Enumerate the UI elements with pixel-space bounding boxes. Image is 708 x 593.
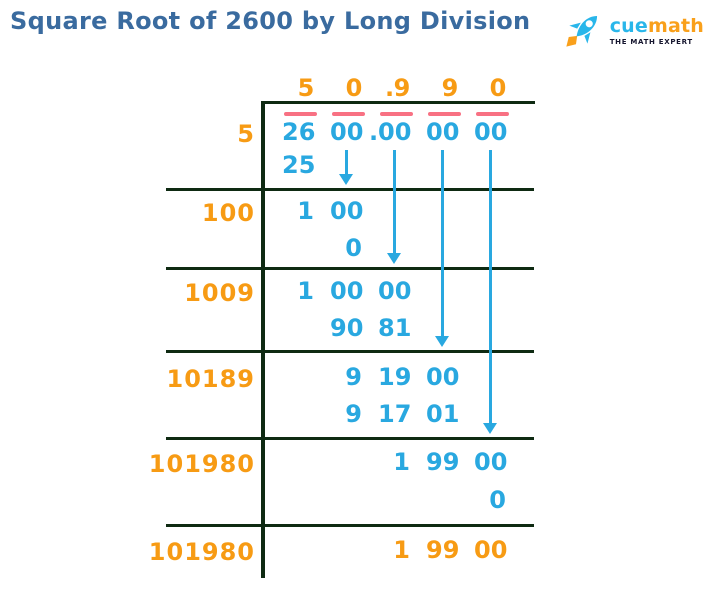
work-remainder-step2-part1: 1 <box>297 197 314 225</box>
bring-down-arrow-1 <box>339 150 353 185</box>
work-remainder-step2-part2: 00 <box>330 197 364 225</box>
work-remainder-step3-part3: 00 <box>378 277 412 305</box>
section-line-3 <box>166 350 534 353</box>
pair-overbar-2 <box>332 112 365 116</box>
division-bracket-top-line <box>261 101 535 104</box>
final-remainder-part1: 1 <box>393 536 410 564</box>
bring-down-arrow-2 <box>387 150 401 264</box>
work-remainder-step3-part1: 1 <box>297 277 314 305</box>
quotient-digit-1: 5 <box>297 74 315 102</box>
divisor-label-2: 100 <box>201 199 255 227</box>
work-remainder-step4-part2: 19 <box>378 363 412 391</box>
work-remainder-step5-part3: 00 <box>474 448 508 476</box>
work-subtract-step4-part2: 17 <box>378 400 412 428</box>
division-bracket-vertical-line <box>261 101 265 578</box>
rocket-icon <box>566 15 597 47</box>
brand-wordmark: cuemath <box>609 14 704 37</box>
divisor-label-5: 101980 <box>148 450 255 478</box>
radicand-pair-5: 00 <box>474 118 508 146</box>
section-line-5 <box>166 524 534 527</box>
divisor-label-1: 5 <box>237 120 255 148</box>
pair-overbar-3 <box>380 112 413 116</box>
final-remainder-part2: 99 <box>426 536 460 564</box>
quotient-digit-5: 0 <box>489 74 507 102</box>
radicand-pair-1: 26 <box>282 118 316 146</box>
logo-tagline: THE MATH EXPERT <box>609 37 693 46</box>
quotient-decimal-point: . <box>385 74 395 102</box>
divisor-label-3: 1009 <box>184 279 255 307</box>
bring-down-arrow-3 <box>435 150 449 347</box>
cuemath-logo: cuemath THE MATH EXPERT <box>559 6 704 54</box>
work-remainder-step4-part3: 00 <box>426 363 460 391</box>
final-remainder-part3: 00 <box>474 536 508 564</box>
work-subtract-step3-part1: 90 <box>330 314 364 342</box>
section-line-1 <box>166 188 534 191</box>
work-remainder-step4-part1: 9 <box>345 363 362 391</box>
section-line-4 <box>166 437 534 440</box>
pair-overbar-5 <box>476 112 509 116</box>
work-subtract-step1: 25 <box>282 151 316 179</box>
brand-cue: cue <box>609 14 648 37</box>
quotient-digit-2: 0 <box>345 74 363 102</box>
divisor-label-4: 10189 <box>166 365 255 393</box>
radicand-pair-3: 00 <box>378 118 412 146</box>
work-remainder-step5-part1: 1 <box>393 448 410 476</box>
work-subtract-step4-part1: 9 <box>345 400 362 428</box>
work-subtract-step5: 0 <box>489 486 506 514</box>
section-line-2 <box>166 267 534 270</box>
brand-math: math <box>647 14 704 37</box>
work-subtract-step4-part3: 01 <box>426 400 460 428</box>
work-subtract-step2: 0 <box>345 234 362 262</box>
work-subtract-step3-part2: 81 <box>378 314 412 342</box>
pair-overbar-1 <box>284 112 317 116</box>
page-title: Square Root of 2600 by Long Division <box>10 7 531 35</box>
quotient-digit-4: 9 <box>441 74 459 102</box>
radicand-pair-4: 00 <box>426 118 460 146</box>
logo-text: cuemath THE MATH EXPERT <box>609 14 704 46</box>
pair-overbar-4 <box>428 112 461 116</box>
header: Square Root of 2600 by Long Division cue… <box>10 6 704 54</box>
quotient-digit-3: 9 <box>393 74 411 102</box>
bring-down-arrow-4 <box>483 150 497 434</box>
radicand-decimal-point: . <box>369 118 379 146</box>
work-remainder-step3-part2: 00 <box>330 277 364 305</box>
radicand-pair-2: 00 <box>330 118 364 146</box>
work-remainder-step5-part2: 99 <box>426 448 460 476</box>
divisor-label-6: 101980 <box>148 538 255 566</box>
